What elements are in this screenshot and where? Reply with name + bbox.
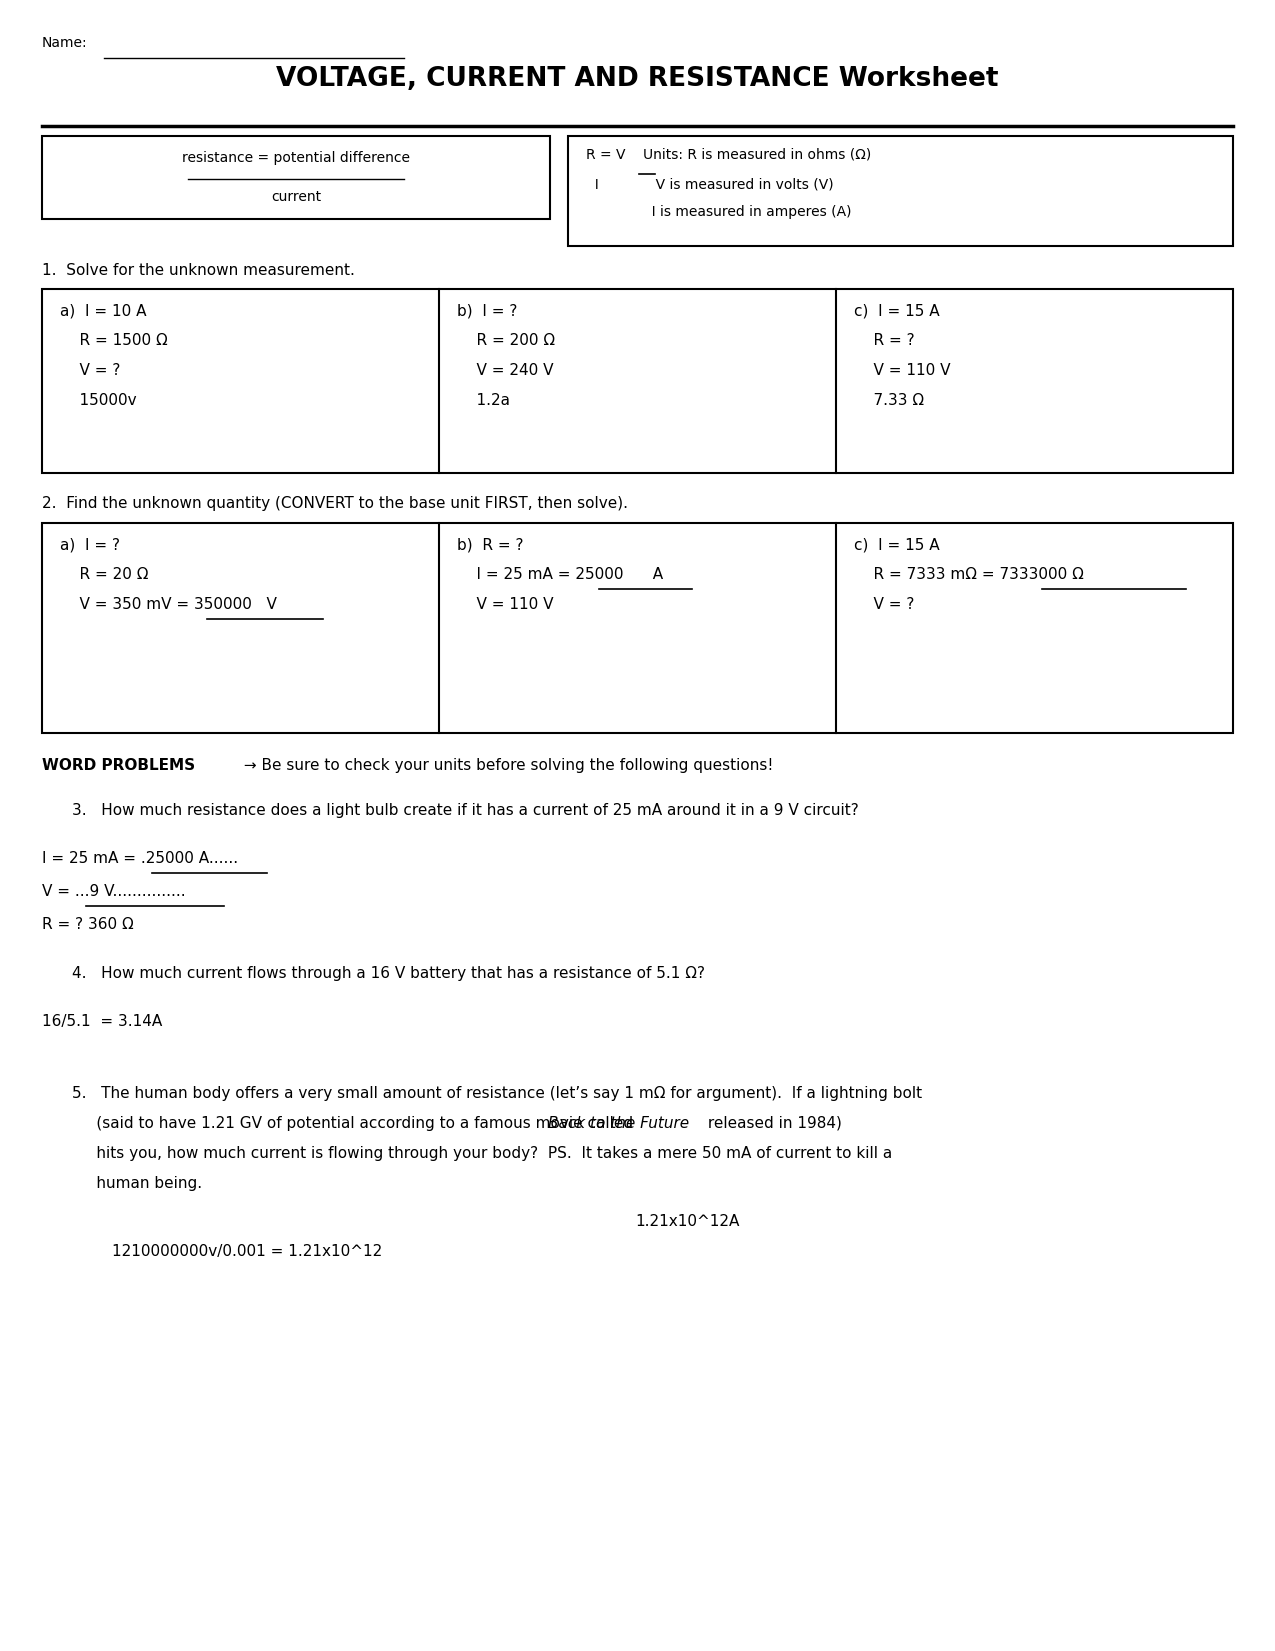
Text: 16/5.1  = 3.14A: 16/5.1 = 3.14A	[42, 1014, 162, 1029]
Text: Name:: Name:	[42, 36, 88, 50]
Text: resistance = potential difference: resistance = potential difference	[182, 150, 411, 165]
Text: V = 240 V: V = 240 V	[456, 363, 553, 378]
Text: I = 25 mA = .25000 A......: I = 25 mA = .25000 A......	[42, 850, 238, 867]
Text: V = 350 mV = 350000   V: V = 350 mV = 350000 V	[60, 598, 277, 613]
Text: 2.  Find the unknown quantity (CONVERT to the base unit FIRST, then solve).: 2. Find the unknown quantity (CONVERT to…	[42, 495, 629, 512]
Text: b)  R = ?: b) R = ?	[456, 537, 524, 551]
Text: R = V    Units: R is measured in ohms (Ω): R = V Units: R is measured in ohms (Ω)	[586, 149, 871, 162]
Text: R = 7333 mΩ = 7333000 Ω: R = 7333 mΩ = 7333000 Ω	[854, 566, 1084, 583]
Text: c)  I = 15 A: c) I = 15 A	[854, 304, 940, 319]
Text: 7.33 Ω: 7.33 Ω	[854, 393, 924, 408]
Text: V = 110 V: V = 110 V	[456, 598, 553, 613]
Text: 1210000000v/0.001 = 1.21x10^12: 1210000000v/0.001 = 1.21x10^12	[112, 1243, 382, 1260]
Text: VOLTAGE, CURRENT AND RESISTANCE Worksheet: VOLTAGE, CURRENT AND RESISTANCE Workshee…	[277, 66, 998, 92]
Text: released in 1984): released in 1984)	[703, 1116, 842, 1131]
Text: V = ?: V = ?	[854, 598, 914, 613]
Text: 1.  Solve for the unknown measurement.: 1. Solve for the unknown measurement.	[42, 263, 354, 277]
FancyBboxPatch shape	[567, 135, 1233, 246]
Text: I = 25 mA = 25000      A: I = 25 mA = 25000 A	[456, 566, 663, 583]
Text: (said to have 1.21 GV of potential according to a famous movie called: (said to have 1.21 GV of potential accor…	[71, 1116, 638, 1131]
Text: R = 200 Ω: R = 200 Ω	[456, 334, 555, 348]
FancyBboxPatch shape	[42, 523, 1233, 733]
Text: I             V is measured in volts (V): I V is measured in volts (V)	[586, 178, 834, 192]
Text: → Be sure to check your units before solving the following questions!: → Be sure to check your units before sol…	[238, 758, 774, 773]
Text: 15000v: 15000v	[60, 393, 136, 408]
Text: V = ...9 V...............: V = ...9 V...............	[42, 883, 186, 900]
Text: I is measured in amperes (A): I is measured in amperes (A)	[586, 205, 852, 220]
Text: R = 1500 Ω: R = 1500 Ω	[60, 334, 168, 348]
Text: V = ?: V = ?	[60, 363, 120, 378]
Text: a)  I = 10 A: a) I = 10 A	[60, 304, 147, 319]
Text: 1.21x10^12A: 1.21x10^12A	[635, 1213, 740, 1228]
FancyBboxPatch shape	[42, 135, 550, 220]
Text: b)  I = ?: b) I = ?	[456, 304, 518, 319]
Text: R = ? 360 Ω: R = ? 360 Ω	[42, 916, 134, 933]
Text: hits you, how much current is flowing through your body?  PS.  It takes a mere 5: hits you, how much current is flowing th…	[71, 1146, 892, 1161]
Text: human being.: human being.	[71, 1176, 203, 1190]
Text: 5.   The human body offers a very small amount of resistance (let’s say 1 mΩ for: 5. The human body offers a very small am…	[71, 1086, 922, 1101]
Text: WORD PROBLEMS: WORD PROBLEMS	[42, 758, 195, 773]
Text: a)  I = ?: a) I = ?	[60, 537, 120, 551]
Text: R = 20 Ω: R = 20 Ω	[60, 566, 148, 583]
Text: current: current	[270, 190, 321, 205]
FancyBboxPatch shape	[42, 289, 1233, 472]
Text: V = 110 V: V = 110 V	[854, 363, 950, 378]
Text: 4.   How much current flows through a 16 V battery that has a resistance of 5.1 : 4. How much current flows through a 16 V…	[71, 966, 705, 981]
Text: Back to the Future: Back to the Future	[548, 1116, 688, 1131]
Text: 1.2a: 1.2a	[456, 393, 510, 408]
Text: R = ?: R = ?	[854, 334, 914, 348]
Text: 3.   How much resistance does a light bulb create if it has a current of 25 mA a: 3. How much resistance does a light bulb…	[71, 802, 859, 817]
Text: c)  I = 15 A: c) I = 15 A	[854, 537, 940, 551]
